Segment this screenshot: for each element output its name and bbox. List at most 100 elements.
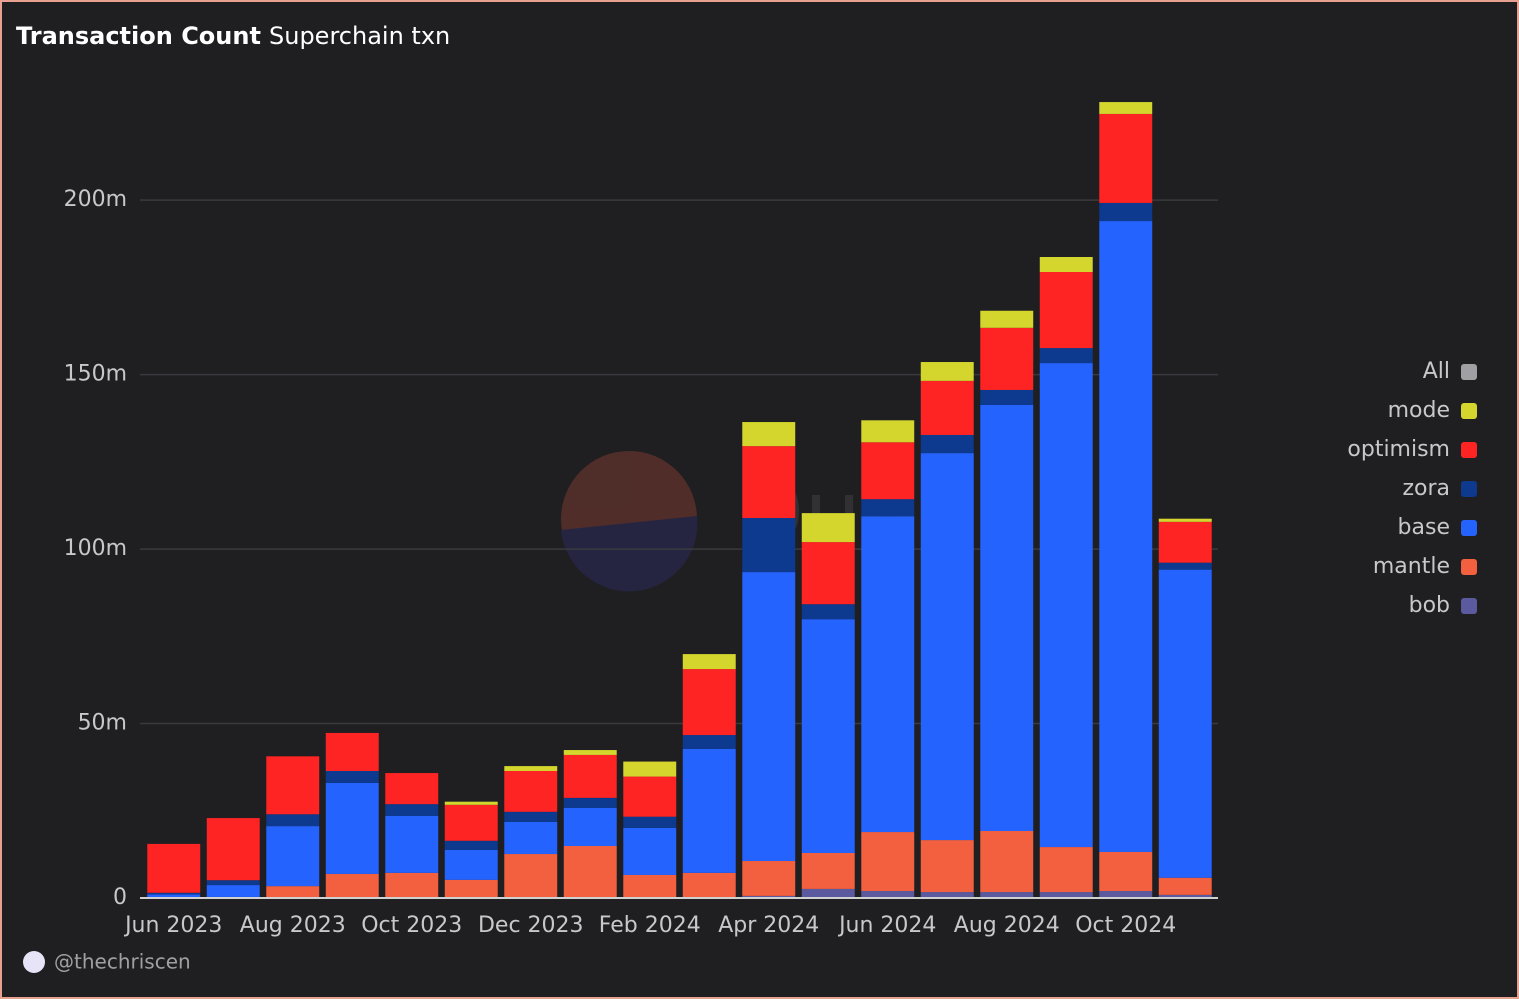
x-tick-label: Feb 2024 [599, 913, 701, 938]
bar-segment [920, 453, 974, 841]
bar-segment [1158, 562, 1212, 570]
y-tick-label: 50m [78, 711, 127, 736]
bar-segment [1099, 891, 1153, 898]
watermark-logo-part [561, 516, 698, 592]
bar-segment [1158, 877, 1212, 895]
bar-segment [1158, 894, 1212, 898]
bar-segment [563, 846, 617, 898]
legend-label: zora [1402, 476, 1450, 501]
bar-segment [1039, 272, 1093, 349]
bar-segment [742, 572, 796, 862]
legend-swatch [1461, 403, 1477, 419]
bar-segment [742, 861, 796, 896]
bar-segment [504, 766, 558, 771]
legend-label: mantle [1373, 554, 1450, 579]
legend-swatch [1461, 520, 1477, 536]
bar-segment [682, 872, 736, 898]
bar-segment [1039, 363, 1093, 848]
legend-label: optimism [1347, 437, 1450, 462]
bar-segment [980, 831, 1034, 893]
bar-segment [1099, 221, 1153, 852]
legend-swatch [1461, 559, 1477, 575]
bar-segment [980, 327, 1034, 390]
bar-segment [920, 434, 974, 454]
bar-segment [742, 518, 796, 573]
bar-segment [385, 773, 439, 805]
bar-segment [1099, 113, 1153, 203]
watermark-logo [561, 451, 697, 587]
legend-swatch [1461, 481, 1477, 497]
bar-segment [444, 840, 498, 850]
bar-segment [1158, 521, 1212, 563]
bar-segment [1039, 847, 1093, 893]
bar-segment [801, 542, 855, 605]
bar-segment [920, 380, 974, 435]
bar-segment [444, 804, 498, 841]
legend-swatch [1461, 442, 1477, 458]
bar-segment [266, 886, 320, 898]
bar-segment [980, 404, 1034, 832]
bar-segment [742, 895, 796, 898]
bar-segment [385, 816, 439, 873]
bar-segment [920, 892, 974, 898]
x-tick-label: Aug 2023 [240, 913, 346, 938]
bar-segment [742, 446, 796, 519]
bar-segment [563, 750, 617, 755]
bar-segment [563, 807, 617, 847]
bar-segment [980, 389, 1034, 405]
y-tick-label: 150m [64, 362, 127, 387]
bar-segment [920, 362, 974, 381]
legend-swatch [1461, 364, 1477, 380]
bar-segment [682, 669, 736, 736]
bar-segment [206, 885, 260, 897]
bar-segment [266, 826, 320, 887]
bar-segment [563, 754, 617, 798]
bar-segment [504, 811, 558, 822]
bar-segment [801, 513, 855, 543]
y-tick-label: 0 [113, 885, 127, 910]
bar-segment [1039, 257, 1093, 273]
bar-segment [1099, 102, 1153, 114]
legend-label: All [1423, 359, 1450, 384]
bar-segment [325, 770, 379, 783]
bar-segment [504, 821, 558, 855]
x-tick-label: Dec 2023 [478, 913, 584, 938]
bar-segment [980, 892, 1034, 898]
bar-segment [861, 832, 915, 892]
x-tick-label: Apr 2024 [718, 913, 819, 938]
bar-segment [444, 801, 498, 805]
bar-segment [623, 874, 677, 898]
bar-segment [444, 849, 498, 880]
bar-segment [801, 888, 855, 898]
bar-segment [861, 442, 915, 500]
bar-segment [325, 782, 379, 874]
bar-segment [623, 761, 677, 777]
bar-segment [206, 880, 260, 886]
x-tick-label: Oct 2024 [1075, 913, 1176, 938]
x-tick-label: Aug 2024 [954, 913, 1060, 938]
x-tick-label: Oct 2023 [361, 913, 462, 938]
chart-subtitle: Superchain txn [269, 22, 450, 50]
bar-segment [801, 852, 855, 889]
y-tick-label: 200m [64, 187, 127, 212]
bar-segment [266, 756, 320, 815]
bar-segment [385, 804, 439, 816]
bar-segment [682, 749, 736, 873]
author: @thechriscen [54, 950, 191, 974]
bar-segment [623, 776, 677, 817]
legend-swatch [1461, 598, 1477, 614]
bar-segment [861, 420, 915, 443]
bar-segment [147, 843, 201, 893]
bar-segment [206, 818, 260, 881]
bar-segment [861, 499, 915, 517]
bar-segment [1039, 348, 1093, 364]
bar-segment [325, 732, 379, 771]
bar-segment [1158, 569, 1212, 878]
bar-segment [801, 619, 855, 853]
bar-segment [920, 840, 974, 893]
x-tick-label: Jun 2023 [123, 913, 222, 938]
bar-segment [504, 854, 558, 898]
x-tick-label: Jun 2024 [837, 913, 936, 938]
legend-label: mode [1388, 398, 1450, 423]
